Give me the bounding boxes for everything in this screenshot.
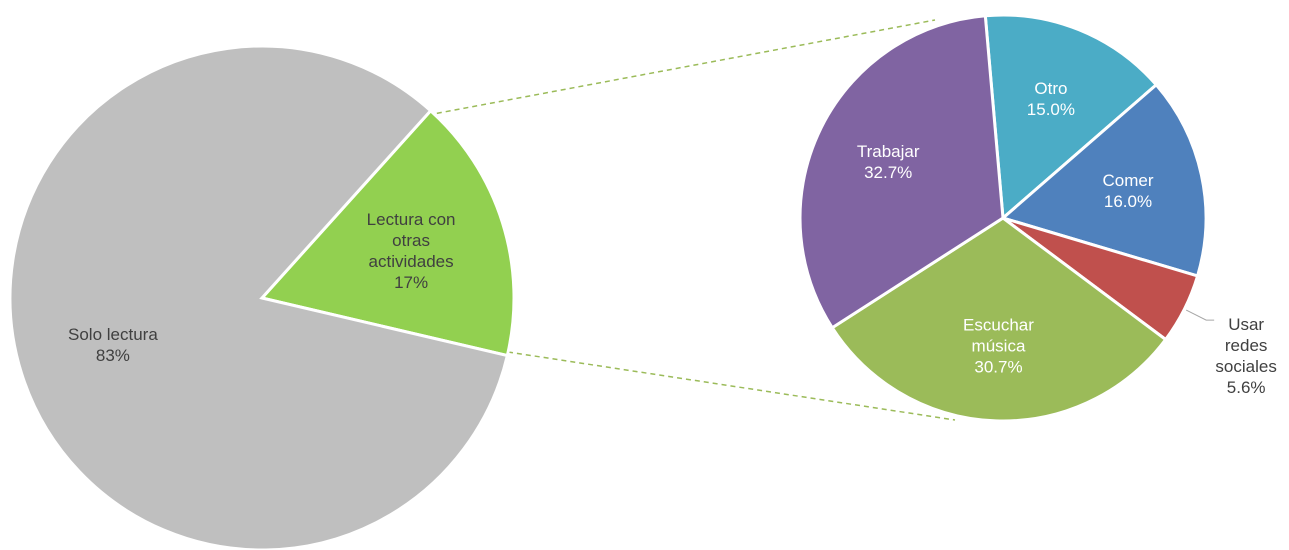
slice-label-text: 5.6% — [1226, 378, 1266, 398]
slice-label-text: 17% — [394, 273, 429, 293]
slice-label-text: Escuchar música — [963, 315, 1034, 356]
leader-line — [1185, 309, 1215, 321]
slice-label-text: 32.7% — [864, 162, 913, 182]
slice-label-text: 83% — [95, 345, 130, 365]
slice-label-text: 16.0% — [1103, 191, 1153, 211]
pie-slice — [983, 13, 1159, 222]
connector-line — [507, 351, 956, 421]
slice-label: Usar redes sociales 5.6% — [1215, 314, 1277, 398]
slice-label-text: 30.7% — [974, 357, 1023, 377]
connector-line — [427, 19, 936, 116]
slice-label-text: Usar redes sociales — [1215, 315, 1277, 377]
slice-label: Lectura con otras actividades 17% — [359, 209, 464, 293]
slice-label: Escuchar música 30.7% — [943, 314, 1053, 377]
slice-label-text: Lectura con otras actividades — [366, 210, 456, 272]
slice-label-text: Otro — [1034, 79, 1068, 99]
pie-slice — [259, 108, 516, 358]
slice-label: Comer 16.0% — [1073, 170, 1183, 212]
slice-label-text: Comer — [1102, 170, 1154, 190]
slice-label-text: Solo lectura — [68, 324, 158, 344]
slice-label-text: Trabajar — [856, 141, 920, 161]
slice-label: Trabajar 32.7% — [833, 141, 943, 183]
pie-slice — [999, 82, 1208, 278]
pie-slice — [8, 44, 510, 550]
slice-label: Otro 15.0% — [996, 78, 1106, 120]
pie-slice — [798, 14, 1005, 330]
slice-label: Solo lectura 83% — [60, 324, 165, 366]
pie-slice — [830, 216, 1168, 423]
slice-label-text: 15.0% — [1026, 100, 1075, 120]
